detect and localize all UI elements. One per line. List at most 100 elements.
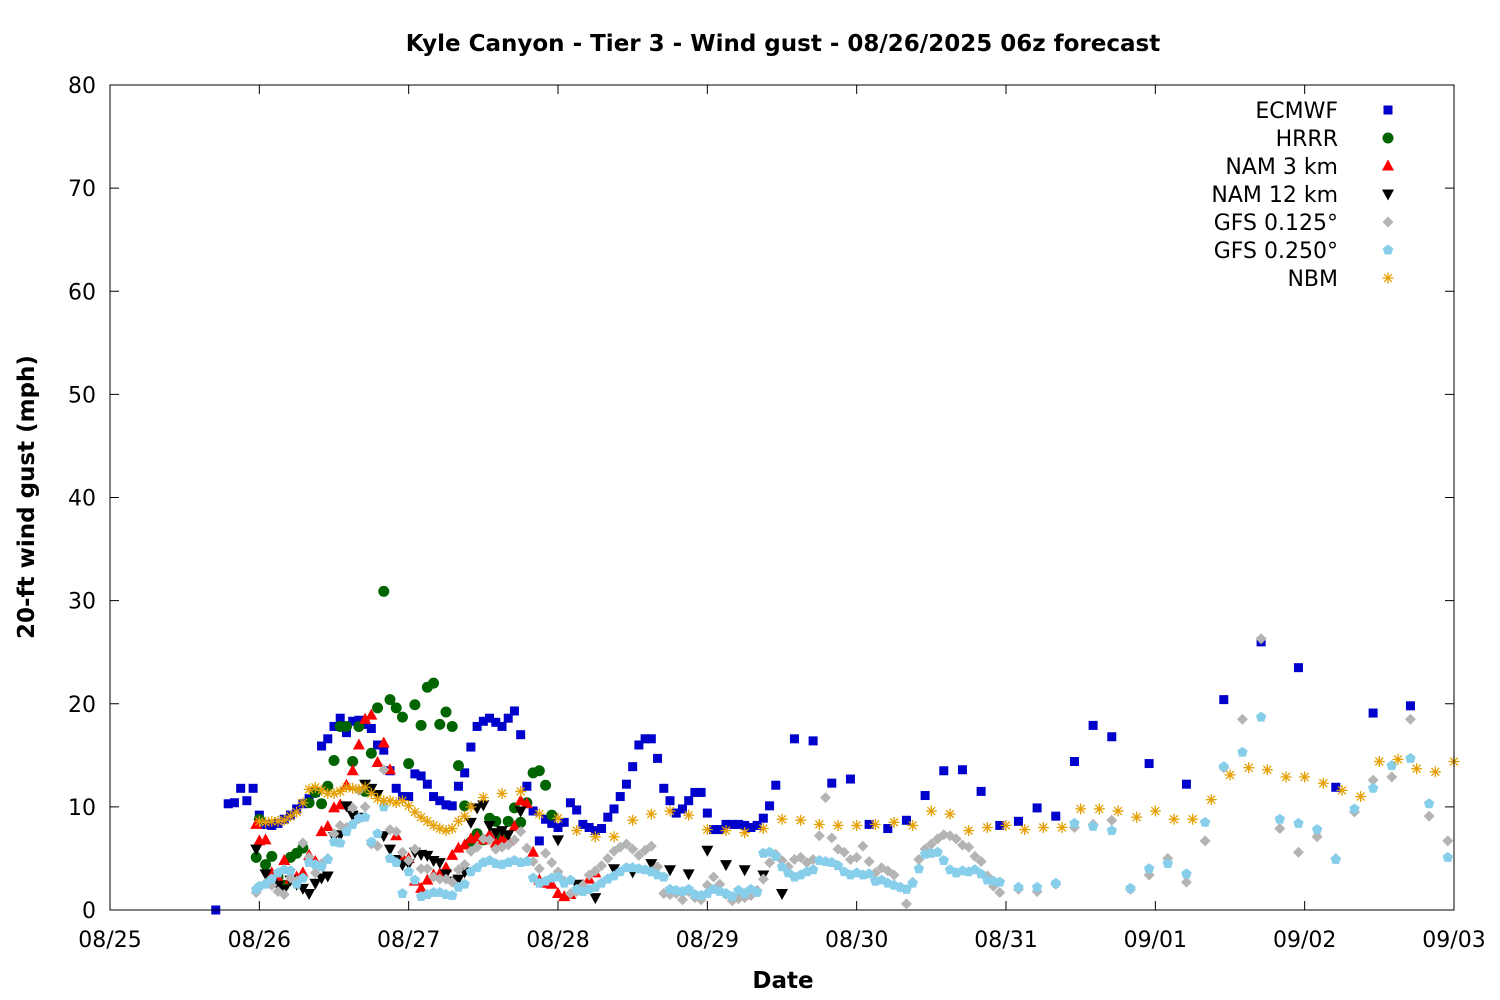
plot-area: [211, 585, 1460, 915]
data-point: [460, 768, 470, 778]
y-axis-label: 20-ft wind gust (mph): [14, 355, 40, 639]
data-point: [938, 855, 950, 865]
data-point: [491, 717, 501, 727]
data-point: [477, 792, 489, 804]
data-point: [901, 815, 911, 825]
data-point: [1367, 774, 1379, 786]
data-point: [291, 806, 303, 818]
data-point: [250, 851, 262, 863]
data-point: [1236, 713, 1248, 725]
data-point: [329, 721, 339, 731]
data-point: [334, 785, 346, 797]
data-point: [565, 798, 575, 808]
data-point: [471, 803, 484, 815]
data-point: [820, 792, 832, 804]
data-point: [541, 814, 551, 824]
data-point: [508, 819, 521, 831]
data-point: [1031, 881, 1043, 892]
data-point: [1237, 746, 1248, 757]
data-point: [340, 801, 353, 813]
data-point: [348, 716, 358, 726]
data-point: [1051, 811, 1061, 821]
data-point: [328, 828, 340, 840]
data-point: [415, 811, 427, 823]
data-point: [496, 826, 508, 838]
legend-label: GFS 0.125°: [1214, 211, 1338, 236]
data-point: [297, 797, 309, 809]
data-point: [1280, 771, 1292, 783]
data-point: [1355, 791, 1367, 803]
legend-marker: [1382, 132, 1394, 144]
data-point: [340, 720, 352, 732]
data-point: [297, 837, 309, 849]
data-point: [377, 736, 390, 748]
legend: ECMWF HRRR NAM 3 km NAM 12 km GFS 0.125° GFS …: [1211, 99, 1394, 292]
data-point: [851, 819, 863, 831]
x-tick-label: 09/01: [1124, 928, 1187, 953]
data-point: [665, 796, 675, 806]
data-point: [920, 791, 930, 801]
data-point: [1429, 766, 1441, 778]
data-point: [497, 721, 507, 731]
data-point: [520, 797, 533, 809]
data-point: [981, 822, 993, 833]
data-point: [278, 889, 290, 901]
data-point: [522, 781, 532, 791]
data-point: [452, 874, 465, 886]
data-point: [684, 796, 694, 806]
data-point: [1330, 853, 1342, 864]
data-point: [1187, 813, 1199, 825]
data-point: [396, 711, 408, 723]
data-point: [771, 780, 781, 790]
legend-label: GFS 0.250°: [1214, 239, 1338, 264]
data-point: [1255, 633, 1267, 645]
data-point: [1442, 835, 1454, 847]
data-point: [709, 825, 719, 835]
data-point: [682, 869, 695, 881]
data-point: [765, 801, 775, 811]
data-point: [502, 839, 514, 851]
data-point: [1367, 782, 1379, 793]
data-point: [1293, 663, 1303, 673]
data-point: [708, 871, 720, 883]
data-point: [547, 818, 557, 828]
data-point: [1106, 825, 1118, 836]
data-point: [609, 804, 619, 814]
legend-marker: [1382, 244, 1394, 255]
data-point: [410, 769, 420, 779]
data-point: [950, 833, 962, 845]
data-point: [1349, 803, 1360, 814]
data-point: [272, 815, 284, 827]
data-point: [266, 815, 278, 827]
data-point: [317, 741, 327, 751]
data-point: [390, 702, 402, 714]
data-point: [1423, 798, 1435, 809]
data-point: [396, 795, 408, 807]
x-tick-label: 08/26: [228, 928, 291, 953]
legend-marker: [1382, 272, 1394, 284]
data-point: [621, 779, 631, 789]
data-point: [347, 802, 359, 814]
data-point: [770, 850, 782, 861]
data-point: [1075, 803, 1087, 815]
data-point: [653, 753, 663, 763]
data-point: [664, 865, 676, 877]
data-point: [328, 754, 340, 766]
data-point: [752, 820, 762, 830]
data-point: [390, 857, 402, 868]
data-point: [359, 811, 371, 822]
data-point: [1088, 720, 1098, 730]
data-point: [229, 798, 239, 808]
data-point: [335, 713, 345, 723]
data-point: [545, 877, 558, 889]
data-point: [1411, 763, 1423, 775]
legend-marker: [1383, 105, 1393, 115]
data-point: [827, 778, 837, 788]
y-tick-label: 20: [68, 693, 96, 718]
data-point: [572, 805, 582, 815]
data-point: [913, 863, 925, 874]
data-point: [453, 781, 463, 791]
x-tick-label: 08/30: [825, 928, 888, 953]
data-point: [533, 765, 545, 777]
